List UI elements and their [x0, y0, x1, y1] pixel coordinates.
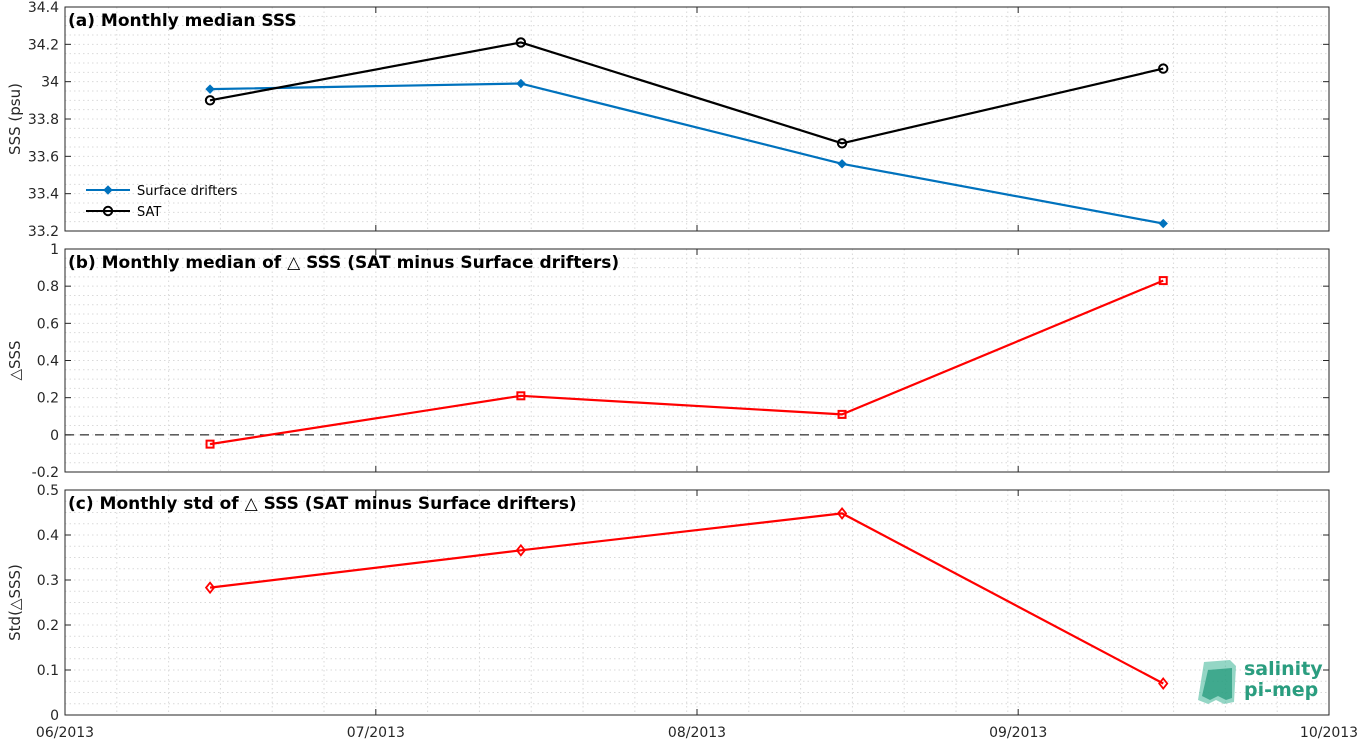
- series-delta-sss: [204, 506, 1169, 690]
- y-tick-label: 33.8: [28, 112, 59, 128]
- series-line: [209, 41, 1164, 145]
- y-tick-label: 33.6: [28, 149, 59, 165]
- y-tick-label: 34.2: [28, 37, 59, 53]
- panel-b: -0.2 0 0.2 0.4 0.6 0.8 1 △SSS (b) Monthly median…: [6, 242, 1330, 481]
- panel-title: (c) Monthly std of △ SSS (SAT minus Surf…: [68, 494, 577, 514]
- legend-label: Surface drifters: [137, 184, 238, 199]
- legend: Surface drifters SAT: [86, 184, 238, 220]
- y-tick-label: 0: [50, 428, 59, 444]
- data-point-marker: [516, 391, 526, 401]
- y-tick-label: 0.5: [37, 483, 59, 499]
- x-tick-label: 09/2013: [989, 725, 1047, 741]
- series-line: [209, 512, 1164, 685]
- y-tick-label: 0.8: [37, 279, 59, 295]
- series-sat: [204, 37, 1169, 149]
- x-axis-labels: 06/2013 07/2013 08/2013 09/2013 10/2013: [36, 725, 1358, 741]
- logo-wave-mark-front: [1202, 668, 1232, 700]
- x-tick-label: 06/2013: [36, 725, 94, 741]
- panel-c: 0 0.1 0.2 0.3 0.4 0.5 Std(△SSS) (c) Monthly std…: [6, 483, 1330, 724]
- data-point-marker: [1158, 677, 1169, 690]
- data-point-marker: [515, 37, 527, 48]
- y-axis-label: △SSS: [6, 340, 24, 380]
- panel-title: (a) Monthly median SSS: [68, 11, 297, 31]
- data-point-marker: [516, 78, 526, 89]
- legend-marker: [103, 185, 113, 195]
- data-point-marker: [1158, 218, 1168, 229]
- salinity-pi-mep-logo: salinity pi-mep: [1198, 658, 1323, 704]
- y-tick-label: -0.2: [32, 465, 59, 481]
- panel-title: (b) Monthly median of △ SSS (SAT minus S…: [68, 253, 619, 273]
- y-tick-label: 0: [50, 708, 59, 724]
- data-point-marker: [205, 439, 215, 449]
- panels: 33.2 33.4 33.6 33.8 34 34.2 34.4 SSS (psu) (a) M…: [6, 0, 1358, 741]
- y-tick-label: 0.3: [37, 573, 59, 589]
- y-tick-label: 0.1: [37, 663, 59, 679]
- series-line: [209, 279, 1164, 446]
- y-tick-label: 0.4: [37, 354, 59, 370]
- y-tick-label: 34: [41, 75, 59, 91]
- y-axis-label: SSS (psu): [6, 83, 24, 155]
- series-surface-drifters: [205, 78, 1168, 229]
- y-tick-label: 33.2: [28, 224, 59, 240]
- x-tick-label: 07/2013: [347, 725, 405, 741]
- logo-line2: pi-mep: [1244, 679, 1318, 701]
- y-tick-label: 34.4: [28, 0, 59, 16]
- data-point-marker: [1158, 63, 1169, 74]
- data-point-marker: [204, 95, 216, 106]
- data-point-marker: [205, 84, 215, 94]
- legend-marker: [102, 205, 114, 217]
- y-tick-label: 0.2: [37, 618, 59, 634]
- y-tick-label: 0.2: [37, 391, 59, 407]
- data-point-marker: [836, 506, 848, 520]
- data-point-marker: [515, 543, 527, 557]
- legend-label: SAT: [137, 205, 161, 220]
- data-point-marker: [837, 409, 847, 419]
- data-point-marker: [837, 159, 847, 169]
- logo-line1: salinity: [1244, 658, 1323, 680]
- data-point-marker: [836, 138, 848, 149]
- y-tick-label: 0.6: [37, 316, 59, 332]
- series-delta-sss: [205, 276, 1168, 449]
- x-tick-label: 08/2013: [668, 725, 726, 741]
- panel-a: 33.2 33.4 33.6 33.8 34 34.2 34.4 SSS (psu) (a) M…: [6, 0, 1330, 240]
- y-tick-label: 0.4: [37, 528, 59, 544]
- y-tick-label: 1: [50, 242, 59, 258]
- data-point-marker: [1158, 276, 1168, 286]
- x-tick-label: 10/2013: [1300, 725, 1358, 741]
- y-axis-label: Std(△SSS): [6, 564, 24, 641]
- y-tick-label: 33.4: [28, 187, 59, 203]
- data-point-marker: [204, 581, 216, 595]
- series-line: [210, 82, 1164, 225]
